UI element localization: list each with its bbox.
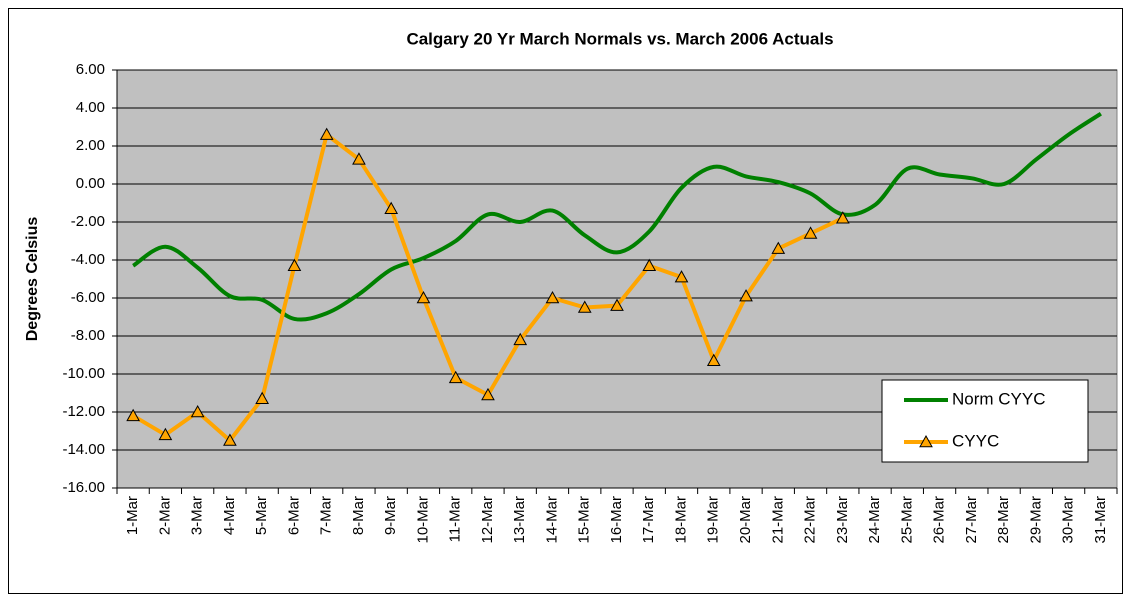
y-tick-label: -2.00	[71, 213, 105, 230]
x-tick-label: 1-Mar	[124, 496, 141, 535]
x-tick-label: 11-Mar	[447, 496, 464, 542]
x-tick-label: 19-Mar	[705, 496, 722, 544]
legend-box	[881, 379, 1089, 463]
marker	[739, 289, 753, 302]
x-tick-label: 29-Mar	[1027, 496, 1044, 544]
series-line	[131, 112, 1102, 322]
marker	[223, 433, 237, 446]
marker	[190, 404, 205, 418]
x-tick-label: 9-Mar	[382, 496, 399, 535]
marker	[481, 387, 495, 401]
marker	[835, 211, 850, 224]
x-tick-label: 13-Mar	[511, 496, 528, 544]
y-tick-label: 0.00	[76, 175, 105, 192]
marker	[577, 300, 592, 313]
x-tick-label: 12-Mar	[479, 496, 496, 544]
y-tick-label: -12.00	[62, 403, 105, 420]
y-tick-label: -6.00	[71, 289, 105, 306]
legend-label: CYYC	[952, 431, 999, 450]
marker	[448, 370, 463, 384]
x-tick-label: 25-Mar	[898, 496, 915, 544]
chart-title: Calgary 20 Yr March Normals vs. March 20…	[406, 29, 833, 48]
y-tick-label: -4.00	[71, 251, 105, 268]
x-tick-label: 14-Mar	[543, 496, 560, 544]
x-tick-label: 4-Mar	[221, 496, 238, 535]
x-tick-label: 10-Mar	[414, 496, 431, 544]
y-tick-label: -14.00	[62, 441, 105, 458]
marker	[287, 258, 302, 271]
y-tick-label: 2.00	[76, 137, 105, 154]
legend-marker	[919, 434, 933, 448]
marker	[126, 408, 140, 422]
x-tick-label: 27-Mar	[963, 496, 980, 544]
x-tick-label: 18-Mar	[672, 496, 689, 544]
y-tick-label: -16.00	[62, 479, 105, 496]
y-tick-label: 6.00	[76, 61, 105, 78]
x-tick-label: 30-Mar	[1060, 496, 1077, 544]
x-tick-label: 7-Mar	[318, 496, 335, 535]
x-tick-label: 31-Mar	[1092, 496, 1109, 544]
marker	[255, 391, 270, 404]
x-tick-label: 2-Mar	[156, 496, 173, 535]
marker	[158, 427, 173, 441]
x-tick-label: 23-Mar	[834, 496, 851, 544]
marker	[416, 290, 431, 304]
marker	[674, 270, 689, 283]
marker	[642, 258, 657, 271]
x-tick-label: 15-Mar	[576, 496, 593, 544]
x-tick-label: 8-Mar	[350, 496, 367, 535]
y-tick-label: -10.00	[62, 365, 105, 382]
x-tick-label: 22-Mar	[802, 496, 819, 544]
marker	[384, 201, 399, 214]
x-tick-label: 16-Mar	[608, 496, 625, 544]
marker	[545, 290, 560, 304]
y-axis-label: Degrees Celsius	[24, 217, 41, 342]
marker	[513, 332, 528, 346]
x-tick-label: 24-Mar	[866, 496, 883, 544]
marker	[706, 353, 721, 366]
marker	[803, 226, 818, 239]
marker	[610, 298, 624, 311]
marker	[352, 152, 366, 165]
x-tick-label: 3-Mar	[189, 496, 206, 535]
legend-label: Norm CYYC	[952, 389, 1046, 408]
x-tick-label: 20-Mar	[737, 496, 754, 544]
marker	[771, 241, 786, 254]
x-tick-label: 21-Mar	[769, 496, 786, 544]
x-tick-label: 26-Mar	[931, 496, 948, 544]
x-tick-label: 17-Mar	[640, 496, 657, 544]
x-tick-label: 5-Mar	[253, 496, 270, 535]
x-tick-label: 6-Mar	[285, 496, 302, 535]
y-tick-label: 4.00	[76, 99, 105, 116]
marker	[319, 127, 334, 140]
x-tick-label: 28-Mar	[995, 496, 1012, 544]
y-tick-label: -8.00	[71, 327, 105, 344]
